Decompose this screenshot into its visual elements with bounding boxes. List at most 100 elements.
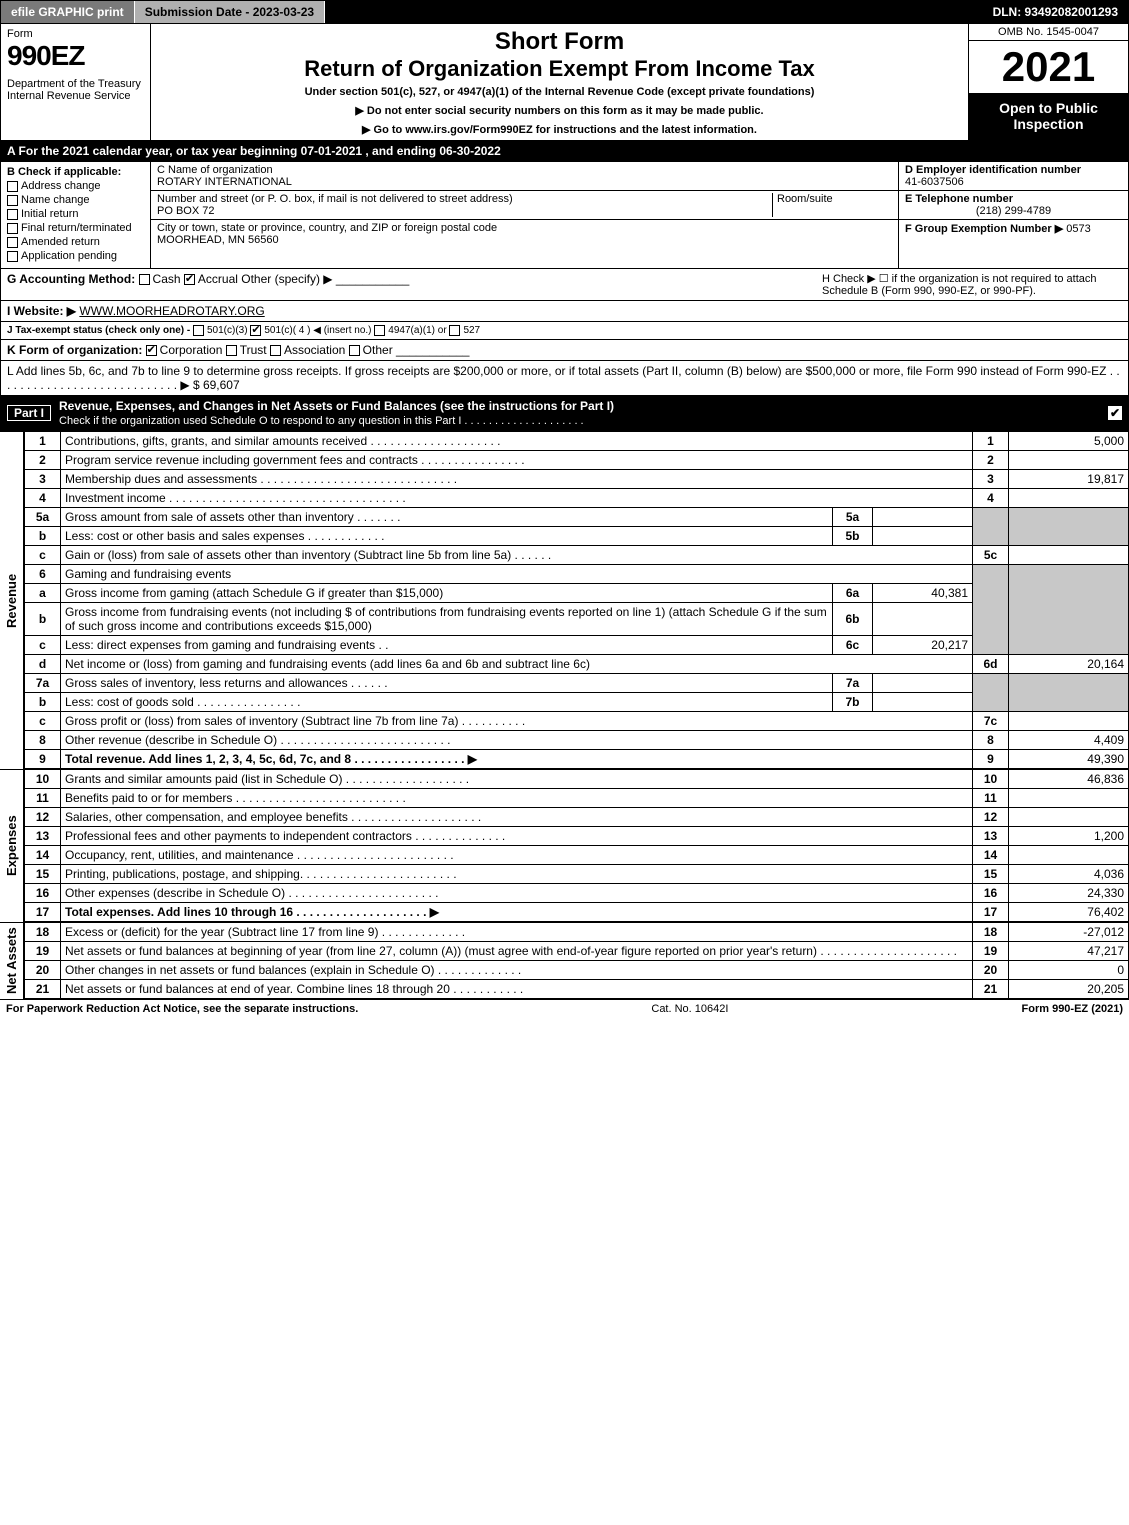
line-13-val: 1,200 <box>1009 827 1129 846</box>
g-label: G Accounting Method: <box>7 272 135 286</box>
chk-address-label: Address change <box>21 180 101 192</box>
chk-init-label: Initial return <box>21 208 78 220</box>
expenses-section: Expenses 10Grants and similar amounts pa… <box>0 769 1129 922</box>
line-18-text: Excess or (deficit) for the year (Subtra… <box>61 923 973 942</box>
line-1-no: 1 <box>973 432 1009 451</box>
efile-print-button[interactable]: efile GRAPHIC print <box>1 1 135 23</box>
row-l: L Add lines 5b, 6c, and 7b to line 9 to … <box>0 361 1129 396</box>
netassets-vlabel: Net Assets <box>0 922 24 999</box>
form-label: Form <box>7 28 144 40</box>
line-10-text: Grants and similar amounts paid (list in… <box>61 770 973 789</box>
line-19-no: 19 <box>973 942 1009 961</box>
line-9-val: 49,390 <box>1009 750 1129 769</box>
assoc-label: Association <box>284 343 345 357</box>
chk-other-org[interactable] <box>349 345 360 356</box>
chk-4947[interactable] <box>374 325 385 336</box>
open-inspection: Open to Public Inspection <box>969 94 1128 140</box>
chk-assoc[interactable] <box>270 345 281 356</box>
accrual-label: Accrual <box>198 272 238 286</box>
line-6d-text: Net income or (loss) from gaming and fun… <box>61 655 973 674</box>
dln-label: DLN: 93492082001293 <box>983 1 1128 23</box>
chk-final-return[interactable]: Final return/terminated <box>7 222 144 234</box>
j-label: J Tax-exempt status (check only one) - <box>7 325 190 336</box>
tax-year: 2021 <box>969 41 1128 94</box>
chk-527[interactable] <box>449 325 460 336</box>
line-5c-text: Gain or (loss) from sale of assets other… <box>61 546 973 565</box>
ein-value: 41-6037506 <box>905 176 964 188</box>
line-6b-subno: 6b <box>833 603 873 636</box>
group-value: 0573 <box>1066 223 1090 235</box>
line-10-val: 46,836 <box>1009 770 1129 789</box>
line-21-val: 20,205 <box>1009 980 1129 999</box>
line-6c-subval: 20,217 <box>873 636 973 655</box>
trust-label: Trust <box>240 343 267 357</box>
chk-address-change[interactable]: Address change <box>7 180 144 192</box>
chk-501c3[interactable] <box>193 325 204 336</box>
header-left: Form 990EZ Department of the Treasury In… <box>1 24 151 140</box>
line-7a-text: Gross sales of inventory, less returns a… <box>61 674 833 693</box>
short-form-title: Short Form <box>161 28 958 56</box>
chk-amended-return[interactable]: Amended return <box>7 236 144 248</box>
chk-initial-return[interactable]: Initial return <box>7 208 144 220</box>
line-7b-subval <box>873 693 973 712</box>
chk-cash[interactable] <box>139 274 150 285</box>
l-text: L Add lines 5b, 6c, and 7b to line 9 to … <box>7 364 1120 392</box>
expenses-table: 10Grants and similar amounts paid (list … <box>24 769 1129 922</box>
line-20-val: 0 <box>1009 961 1129 980</box>
527-label: 527 <box>463 325 480 336</box>
tel-value: (218) 299-4789 <box>905 205 1122 217</box>
line-11-val <box>1009 789 1129 808</box>
line-5b-text: Less: cost or other basis and sales expe… <box>61 527 833 546</box>
col-c: C Name of organizationROTARY INTERNATION… <box>151 162 898 268</box>
line-7b-subno: 7b <box>833 693 873 712</box>
line-12-val <box>1009 808 1129 827</box>
part1-title: Revenue, Expenses, and Changes in Net As… <box>59 399 614 413</box>
expenses-vlabel: Expenses <box>0 769 24 922</box>
line-14-val <box>1009 846 1129 865</box>
footer: For Paperwork Reduction Act Notice, see … <box>0 999 1129 1018</box>
col-d: D Employer identification number41-60375… <box>898 162 1128 268</box>
chk-corp[interactable] <box>146 345 157 356</box>
line-18-no: 18 <box>973 923 1009 942</box>
org-city: MOORHEAD, MN 56560 <box>157 234 279 246</box>
line-2-val <box>1009 451 1129 470</box>
line-7c-val <box>1009 712 1129 731</box>
k-label: K Form of organization: <box>7 343 142 357</box>
line-8-text: Other revenue (describe in Schedule O) .… <box>61 731 973 750</box>
line-6a-subval: 40,381 <box>873 584 973 603</box>
line-6b-subval <box>873 603 973 636</box>
chk-accrual[interactable] <box>184 274 195 285</box>
form-ref: Form 990-EZ (2021) <box>1022 1003 1123 1015</box>
line-4-no: 4 <box>973 489 1009 508</box>
line-3-no: 3 <box>973 470 1009 489</box>
netassets-section: Net Assets 18Excess or (deficit) for the… <box>0 922 1129 999</box>
form-header: Form 990EZ Department of the Treasury In… <box>0 24 1129 141</box>
line-6d-no: 6d <box>973 655 1009 674</box>
chk-app-label: Application pending <box>21 250 117 262</box>
paperwork-notice: For Paperwork Reduction Act Notice, see … <box>6 1003 358 1015</box>
chk-501c[interactable] <box>250 325 261 336</box>
goto-link[interactable]: ▶ Go to www.irs.gov/Form990EZ for instru… <box>161 123 958 136</box>
revenue-vlabel: Revenue <box>0 431 24 769</box>
line-6a-text: Gross income from gaming (attach Schedul… <box>61 584 833 603</box>
chk-name-change[interactable]: Name change <box>7 194 144 206</box>
line-2-no: 2 <box>973 451 1009 470</box>
chk-trust[interactable] <box>226 345 237 356</box>
chk-application-pending[interactable]: Application pending <box>7 250 144 262</box>
schedule-o-check[interactable]: ✔ <box>1108 406 1122 420</box>
website-link[interactable]: WWW.MOORHEADROTARY.ORG <box>79 304 264 318</box>
dept-label: Department of the Treasury Internal Reve… <box>7 78 144 102</box>
line-6d-val: 20,164 <box>1009 655 1129 674</box>
line-1-val: 5,000 <box>1009 432 1129 451</box>
block-b-c-d: B Check if applicable: Address change Na… <box>0 162 1129 269</box>
line-7a-subno: 7a <box>833 674 873 693</box>
line-19-text: Net assets or fund balances at beginning… <box>61 942 973 961</box>
line-9-text: Total revenue. Add lines 1, 2, 3, 4, 5c,… <box>61 750 973 769</box>
line-7c-text: Gross profit or (loss) from sales of inv… <box>61 712 973 731</box>
org-street: PO BOX 72 <box>157 205 214 217</box>
b-header: B Check if applicable: <box>7 166 121 178</box>
row-j: J Tax-exempt status (check only one) - 5… <box>0 322 1129 340</box>
ein-label: D Employer identification number <box>905 164 1081 176</box>
line-10-no: 10 <box>973 770 1009 789</box>
line-16-no: 16 <box>973 884 1009 903</box>
